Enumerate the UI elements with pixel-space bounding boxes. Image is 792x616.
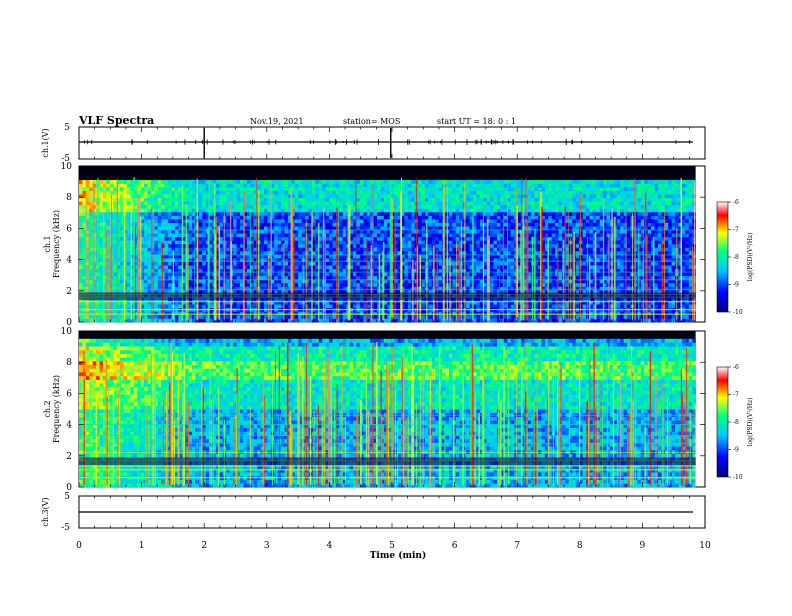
- ch2-spectrogram-ylabel-channel: ch.2: [43, 400, 52, 417]
- time-axis-tick-label: 3: [264, 541, 270, 551]
- frequency-tick-label: 8: [66, 193, 72, 203]
- time-axis-tick-label: 7: [514, 541, 520, 551]
- time-axis-tick-label: 9: [640, 541, 646, 551]
- frequency-tick-label: 8: [66, 358, 72, 368]
- ch1-waveform-ylabel: ch.1(V): [41, 128, 50, 157]
- colorbar-tick-label: -8: [733, 254, 739, 261]
- time-axis-tick-labels: 0 1 2 3 4 5 6 7 8 9 10: [76, 541, 711, 551]
- ch3-waveform-ylabel: ch.3(V): [41, 497, 50, 526]
- ch2-spectrogram-image: [79, 331, 696, 487]
- time-axis-tick-label: 8: [577, 541, 583, 551]
- colorbar-tick-label: -8: [733, 419, 739, 426]
- time-axis-tick-label: 5: [389, 541, 395, 551]
- ch1-spectrogram-image: [79, 166, 696, 322]
- time-axis-label: Time (min): [370, 550, 427, 561]
- frequency-tick-label: 4: [66, 421, 72, 431]
- frequency-tick-label: 2: [66, 452, 72, 462]
- station-label: station= MOS: [343, 117, 400, 126]
- ch1-spectrogram-ylabel-frequency: Frequency (kHz): [52, 210, 61, 278]
- time-axis-tick-label: 10: [699, 541, 711, 551]
- date-label: Nov.19, 2021: [250, 117, 304, 126]
- frequency-tick-label: 6: [66, 224, 72, 234]
- frequency-tick-label: 10: [61, 162, 73, 172]
- ch1-colorbar-ticks: -6 -7 -8 -9 -10: [728, 199, 743, 316]
- ch3-waveform-panel: 5 -5 ch.3(V): [41, 492, 705, 533]
- colorbar-tick-label: -10: [733, 474, 743, 481]
- time-axis-tick-label: 0: [76, 541, 82, 551]
- ch3-waveform-ytick-top: 5: [64, 492, 70, 502]
- colorbar-tick-label: -6: [733, 199, 739, 206]
- ch1-colorbar: -6 -7 -8 -9 -10 log(PSD)(V²/Hz): [717, 199, 754, 316]
- ch1-colorbar-label: log(PSD)(V²/Hz): [747, 233, 754, 282]
- colorbar-tick-label: -6: [733, 364, 739, 371]
- colorbar-tick-label: -7: [733, 227, 739, 234]
- frequency-tick-label: 6: [66, 389, 72, 399]
- ch1-waveform-ytick-top: 5: [64, 123, 70, 133]
- ch2-spectrogram-ylabel-frequency: Frequency (kHz): [52, 375, 61, 443]
- colorbar-tick-label: -10: [733, 309, 743, 316]
- ch3-waveform-ytick-bottom: -5: [61, 523, 70, 533]
- figure-title: VLF Spectra: [78, 114, 154, 127]
- frequency-tick-label: 4: [66, 256, 72, 266]
- colorbar-tick-label: -7: [733, 392, 739, 399]
- colorbar-tick-label: -9: [733, 282, 739, 289]
- frequency-tick-label: 2: [66, 287, 72, 297]
- ch2-colorbar-label: log(PSD)(V²/Hz): [747, 398, 754, 447]
- time-axis-tick-label: 6: [452, 541, 458, 551]
- start-time-label: start UT = 18: 0 : 1: [437, 117, 516, 126]
- time-axis-tick-label: 2: [201, 541, 207, 551]
- time-axis-tick-label: 1: [139, 541, 145, 551]
- ch1-spectrogram-ylabel-channel: ch.1: [43, 235, 52, 252]
- ch2-colorbar-ticks: -6 -7 -8 -9 -10: [728, 364, 743, 481]
- colorbar-tick-label: -9: [733, 447, 739, 454]
- frequency-tick-label: 10: [61, 327, 73, 337]
- time-axis-tick-label: 4: [327, 541, 333, 551]
- ch1-waveform-panel: 5 -5 ch.1(V): [41, 123, 705, 164]
- ch2-colorbar: -6 -7 -8 -9 -10 log(PSD)(V²/Hz): [717, 364, 754, 481]
